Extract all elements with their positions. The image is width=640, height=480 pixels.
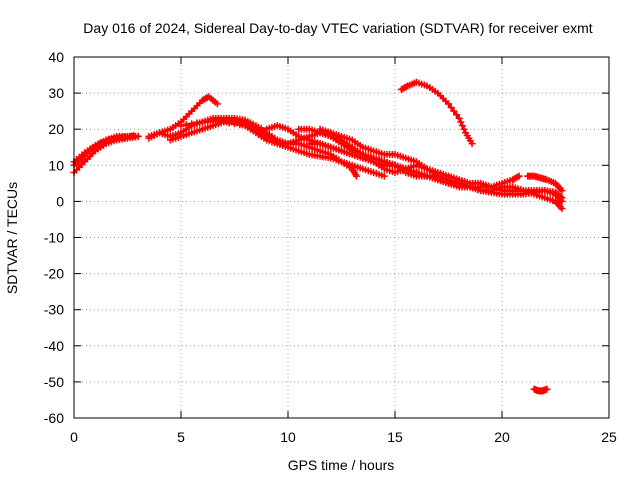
y-tick-label: -50 [44, 374, 64, 390]
data-point [231, 120, 238, 128]
x-tick-label: 0 [70, 429, 78, 445]
data-point [134, 132, 142, 140]
data-point [445, 100, 452, 108]
y-tick-label: 10 [48, 157, 64, 173]
data-point [558, 205, 566, 213]
series-track-14 [524, 172, 566, 195]
data-point [460, 125, 468, 133]
data-point [252, 123, 260, 131]
y-tick-label: 0 [56, 193, 64, 209]
y-tick-label: 30 [48, 85, 64, 101]
data-point [352, 172, 360, 180]
series-track-7 [177, 116, 388, 180]
series-track-12 [348, 147, 523, 191]
data-point [182, 121, 190, 129]
x-tick-label: 5 [177, 429, 185, 445]
data-point [543, 385, 551, 393]
data-point [515, 172, 523, 180]
data-point [447, 104, 455, 112]
plot-frame [73, 56, 610, 419]
grid [74, 57, 609, 418]
data-point [458, 122, 466, 130]
x-axis-label: GPS time / hours [288, 457, 395, 473]
x-tick-label: 15 [387, 429, 403, 445]
data-point [468, 140, 476, 148]
y-tick-label: -30 [44, 302, 64, 318]
data-point [380, 172, 388, 180]
data-point [241, 122, 249, 130]
data-point [177, 122, 185, 130]
y-tick-label: -60 [44, 410, 64, 426]
data-point [213, 100, 221, 108]
data-point [450, 107, 458, 115]
x-tick-label: 20 [494, 429, 510, 445]
y-axis-label: SDTVAR / TECUs [4, 182, 20, 294]
y-tick-label: -10 [44, 230, 64, 246]
series-track-13 [397, 78, 476, 148]
data-point [220, 118, 228, 126]
data-point [558, 187, 566, 195]
y-tick-label: -20 [44, 266, 64, 282]
x-tick-labels: 0 5 10 15 20 25 [70, 429, 617, 445]
data-point [453, 111, 461, 119]
y-tick-labels: 40 30 20 10 0 -10 -20 -30 -40 -50 -60 [44, 49, 64, 426]
data-point [193, 119, 201, 127]
series-track-15 [530, 385, 551, 395]
data-point [236, 121, 244, 129]
data-point [225, 119, 233, 127]
data-point [457, 118, 465, 126]
data-point [558, 194, 566, 202]
y-tick-label: 40 [48, 49, 64, 65]
series-track-3 [70, 132, 142, 166]
x-tick-label: 10 [280, 429, 296, 445]
data-point [455, 114, 463, 122]
data-point [247, 122, 255, 130]
chart-title: Day 016 of 2024, Sidereal Day-to-day VTE… [83, 20, 592, 36]
y-tick-label: -40 [44, 338, 64, 354]
x-tick-label: 25 [601, 429, 617, 445]
data-point [188, 120, 196, 128]
y-tick-label: 20 [48, 121, 64, 137]
plot-area [70, 78, 566, 395]
data-point [257, 124, 265, 132]
